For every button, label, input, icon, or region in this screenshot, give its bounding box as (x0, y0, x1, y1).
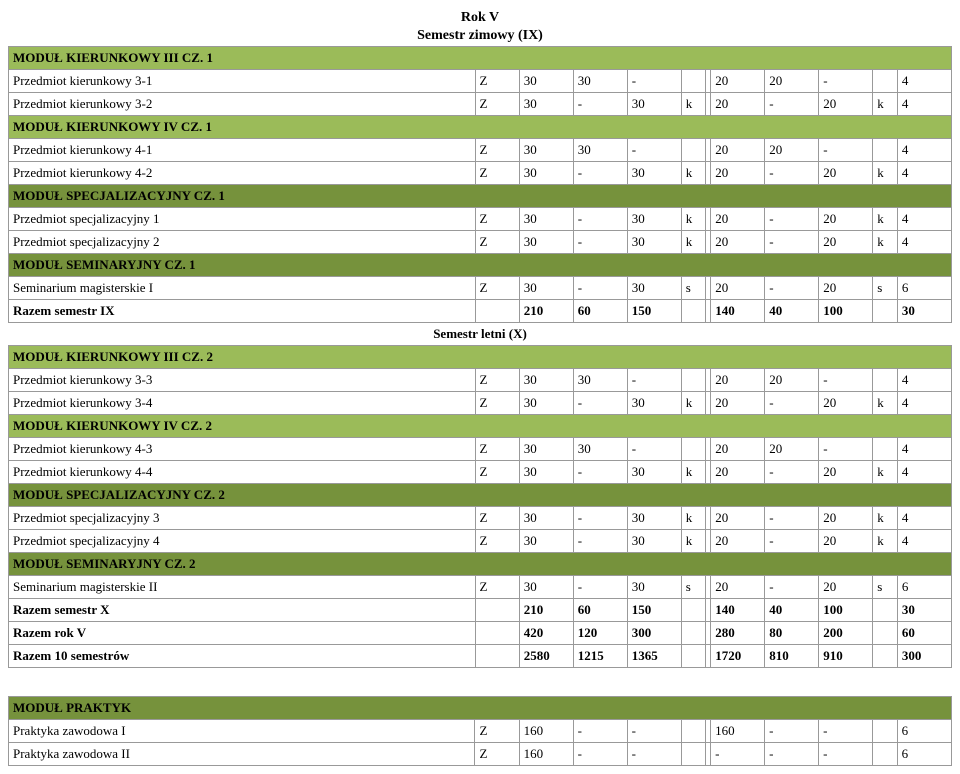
module-kierunkowy-iii-1: MODUŁ KIERUNKOWY III CZ. 1 (9, 47, 952, 70)
table-row: Przedmiot kierunkowy 3-2Z30-30k20-20k4 (9, 93, 952, 116)
module-specjalizacyjny-2: MODUŁ SPECJALIZACYJNY CZ. 2 (9, 484, 952, 507)
razem-10-sem: Razem 10 semestrów2580121513651720810910… (9, 645, 952, 668)
table-row: Przedmiot specjalizacyjny 3Z30-30k20-20k… (9, 507, 952, 530)
razem-sem-x: Razem semestr X210601501404010030 (9, 599, 952, 622)
table-row: Przedmiot kierunkowy 3-4Z30-30k20-20k4 (9, 392, 952, 415)
curriculum-table: MODUŁ KIERUNKOWY III CZ. 1 Przedmiot kie… (8, 46, 952, 668)
module-praktyk: MODUŁ PRAKTYK (9, 697, 952, 720)
heading-sem-zim: Semestr zimowy (IX) (8, 28, 952, 44)
table-row: Seminarium magisterskie IZ30-30s20-20s6 (9, 277, 952, 300)
table-row: Przedmiot kierunkowy 4-4Z30-30k20-20k4 (9, 461, 952, 484)
table-row: Przedmiot kierunkowy 3-3Z3030-2020-4 (9, 369, 952, 392)
table-row: Przedmiot kierunkowy 4-1Z3030-2020-4 (9, 139, 952, 162)
table-row: Przedmiot kierunkowy 3-1Z3030-2020-4 (9, 70, 952, 93)
heading-sem-letni-row: Semestr letni (X) (9, 323, 952, 346)
module-kierunkowy-iv-2: MODUŁ KIERUNKOWY IV CZ. 2 (9, 415, 952, 438)
module-kierunkowy-iv-1: MODUŁ KIERUNKOWY IV CZ. 1 (9, 116, 952, 139)
table-row: Przedmiot kierunkowy 4-2Z30-30k20-20k4 (9, 162, 952, 185)
table-row: Przedmiot kierunkowy 4-3Z3030-2020-4 (9, 438, 952, 461)
table-row: Przedmiot specjalizacyjny 1Z30-30k20-20k… (9, 208, 952, 231)
table-row: Praktyka zawodowa IZ160--160--6 (9, 720, 952, 743)
module-seminaryjny-2: MODUŁ SEMINARYJNY CZ. 2 (9, 553, 952, 576)
module-seminaryjny-1: MODUŁ SEMINARYJNY CZ. 1 (9, 254, 952, 277)
praktyk-table: MODUŁ PRAKTYK Praktyka zawodowa IZ160--1… (8, 696, 952, 766)
module-kierunkowy-iii-2: MODUŁ KIERUNKOWY III CZ. 2 (9, 346, 952, 369)
table-row: Przedmiot specjalizacyjny 2Z30-30k20-20k… (9, 231, 952, 254)
module-specjalizacyjny-1: MODUŁ SPECJALIZACYJNY CZ. 1 (9, 185, 952, 208)
table-row: Przedmiot specjalizacyjny 4Z30-30k20-20k… (9, 530, 952, 553)
table-row: Seminarium magisterskie IIZ30-30s20-20s6 (9, 576, 952, 599)
razem-rok-v: Razem rok V4201203002808020060 (9, 622, 952, 645)
table-row: Praktyka zawodowa IIZ160-----6 (9, 743, 952, 766)
razem-sem-ix: Razem semestr IX210601501404010030 (9, 300, 952, 323)
heading-rok: Rok V (8, 10, 952, 26)
